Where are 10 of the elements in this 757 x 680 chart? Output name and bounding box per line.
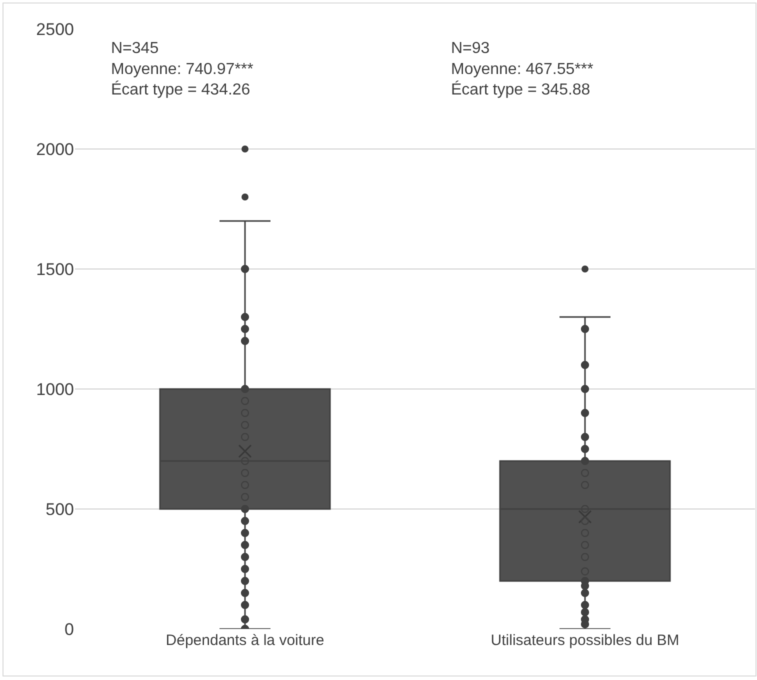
y-tick-label: 2000 <box>36 140 74 159</box>
y-tick-label: 500 <box>46 500 74 519</box>
y-tick-label: 1500 <box>36 260 74 279</box>
x-tick-label: Dépendants à la voiture <box>166 632 324 649</box>
y-tick-label: 2500 <box>36 20 74 39</box>
x-tick-label: Utilisateurs possibles du BM <box>490 632 680 649</box>
annotation: N=345 Moyenne: 740.97*** Écart type = 434.26 <box>111 40 254 99</box>
y-tick-label: 0 <box>64 620 74 639</box>
annotation: N=93 Moyenne: 467.55*** Écart type = 345.88 <box>451 40 594 99</box>
y-tick-label: 1000 <box>36 380 74 399</box>
